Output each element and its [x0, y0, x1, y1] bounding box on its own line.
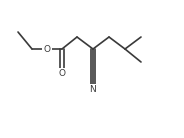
Text: O: O	[59, 70, 66, 79]
Text: O: O	[43, 44, 50, 54]
Text: N: N	[90, 86, 96, 95]
